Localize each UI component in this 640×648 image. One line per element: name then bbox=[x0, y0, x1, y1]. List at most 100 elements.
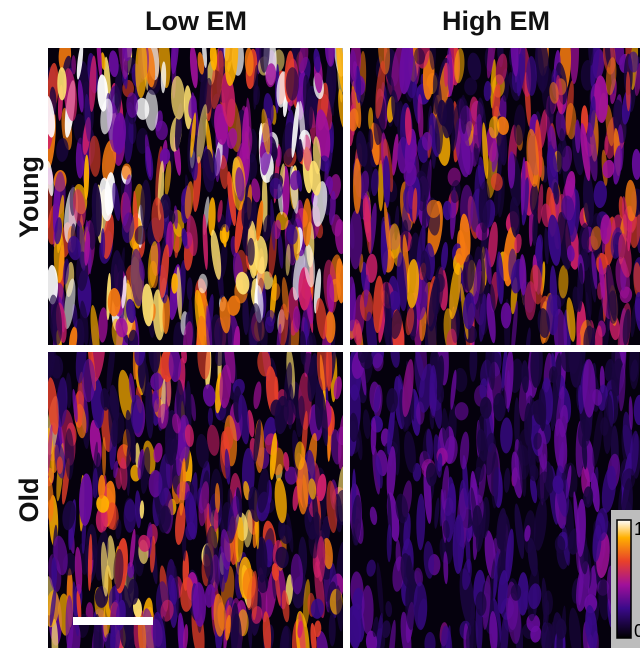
fiber-streak bbox=[48, 294, 63, 345]
fiber-streak bbox=[283, 451, 290, 472]
fiber-streak bbox=[224, 448, 231, 485]
fiber-streak bbox=[475, 453, 485, 482]
fiber-streak bbox=[450, 179, 461, 204]
fiber-streak bbox=[414, 352, 425, 398]
fiber-streak bbox=[84, 93, 92, 142]
fiber-streak bbox=[210, 229, 222, 280]
fiber-streak bbox=[455, 247, 465, 266]
fiber-streak bbox=[514, 503, 525, 559]
fiber-streak bbox=[269, 274, 277, 322]
fiber-streak bbox=[581, 433, 588, 470]
fiber-streak bbox=[303, 579, 311, 628]
fiber-streak bbox=[100, 387, 110, 411]
fiber-streak bbox=[145, 381, 154, 439]
fiber-streak bbox=[437, 99, 447, 126]
fiber-streak bbox=[151, 197, 165, 243]
fiber-streak bbox=[352, 319, 363, 345]
fiber-streak bbox=[285, 243, 291, 276]
fiber-streak bbox=[598, 257, 605, 301]
fiber-streak bbox=[396, 252, 408, 312]
fiber-streak bbox=[242, 125, 253, 160]
fiber-streak bbox=[524, 525, 531, 542]
fiber-streak bbox=[555, 75, 563, 114]
fiber-streak bbox=[316, 473, 327, 502]
fiber-streak bbox=[101, 139, 117, 182]
fiber-streak bbox=[298, 612, 307, 648]
row-title: Young bbox=[14, 156, 44, 238]
fiber-streak bbox=[590, 472, 600, 513]
fiber-streak bbox=[171, 273, 178, 294]
fiber-streak bbox=[215, 352, 225, 367]
fiber-streak bbox=[495, 53, 508, 85]
fiber-streak bbox=[405, 307, 415, 336]
fiber-streak bbox=[164, 160, 172, 196]
fiber-streak bbox=[549, 82, 559, 104]
fiber-streak bbox=[600, 214, 612, 245]
fiber-streak bbox=[233, 325, 241, 345]
fiber-streak bbox=[593, 180, 607, 209]
fiber-streak bbox=[509, 196, 520, 238]
fiber-streak bbox=[484, 247, 492, 285]
fiber-streak bbox=[110, 623, 121, 648]
fiber-streak bbox=[183, 624, 189, 648]
fiber-streak bbox=[261, 108, 271, 155]
fiber-streak bbox=[316, 630, 329, 648]
fiber-streak bbox=[388, 619, 396, 648]
fiber-streak bbox=[417, 159, 431, 212]
fiber-streak bbox=[547, 214, 561, 266]
fiber-streak bbox=[561, 195, 575, 221]
fiber-streak bbox=[189, 48, 198, 89]
fiber-streak bbox=[455, 118, 471, 178]
fiber-streak bbox=[386, 524, 392, 563]
fiber-streak bbox=[49, 586, 57, 627]
fiber-streak bbox=[160, 599, 174, 622]
fiber-streak bbox=[112, 182, 121, 222]
fiber-streak bbox=[530, 625, 542, 643]
fiber-streak bbox=[296, 138, 304, 163]
fiber-streak bbox=[197, 51, 205, 75]
fiber-streak bbox=[577, 418, 591, 449]
fiber-streak bbox=[281, 625, 292, 648]
fiber-streak bbox=[592, 389, 603, 406]
fiber-streak bbox=[89, 135, 101, 177]
fiber-streak bbox=[113, 548, 124, 589]
fiber-streak bbox=[519, 254, 527, 296]
fiber-streak bbox=[391, 89, 400, 127]
fiber-streak bbox=[134, 352, 146, 366]
fiber-streak bbox=[140, 446, 151, 494]
fiber-streak bbox=[426, 428, 434, 462]
fiber-streak bbox=[369, 506, 378, 526]
fiber-streak bbox=[108, 50, 119, 78]
fiber-streak bbox=[224, 48, 239, 87]
fiber-streak bbox=[208, 314, 223, 345]
fiber-streak bbox=[386, 446, 396, 502]
fiber-streak bbox=[57, 67, 67, 101]
fiber-streak bbox=[489, 283, 496, 312]
fiber-streak bbox=[208, 197, 216, 237]
fiber-streak bbox=[432, 94, 439, 115]
fiber-streak bbox=[98, 474, 106, 499]
fiber-streak bbox=[259, 48, 270, 73]
fiber-streak bbox=[170, 75, 186, 120]
fiber-streak bbox=[485, 352, 495, 391]
fiber-streak bbox=[445, 625, 451, 648]
fiber-streak bbox=[388, 223, 401, 259]
fiber-streak bbox=[474, 143, 480, 165]
fiber-streak bbox=[186, 277, 193, 301]
fiber-streak bbox=[221, 71, 236, 128]
fiber-streak bbox=[576, 332, 581, 345]
fiber-streak bbox=[253, 235, 268, 275]
fiber-streak bbox=[144, 89, 159, 131]
fiber-streak bbox=[309, 160, 321, 196]
fiber-streak bbox=[525, 327, 531, 345]
fiber-streak bbox=[591, 250, 598, 290]
fiber-streak bbox=[504, 352, 514, 409]
fiber-streak bbox=[421, 131, 433, 151]
fiber-streak bbox=[399, 48, 414, 95]
fiber-streak bbox=[244, 48, 254, 77]
fiber-streak bbox=[300, 352, 307, 365]
fiber-streak bbox=[114, 64, 123, 117]
fiber-streak bbox=[585, 604, 598, 648]
fiber-streak bbox=[425, 462, 437, 487]
fiber-streak bbox=[72, 189, 86, 228]
